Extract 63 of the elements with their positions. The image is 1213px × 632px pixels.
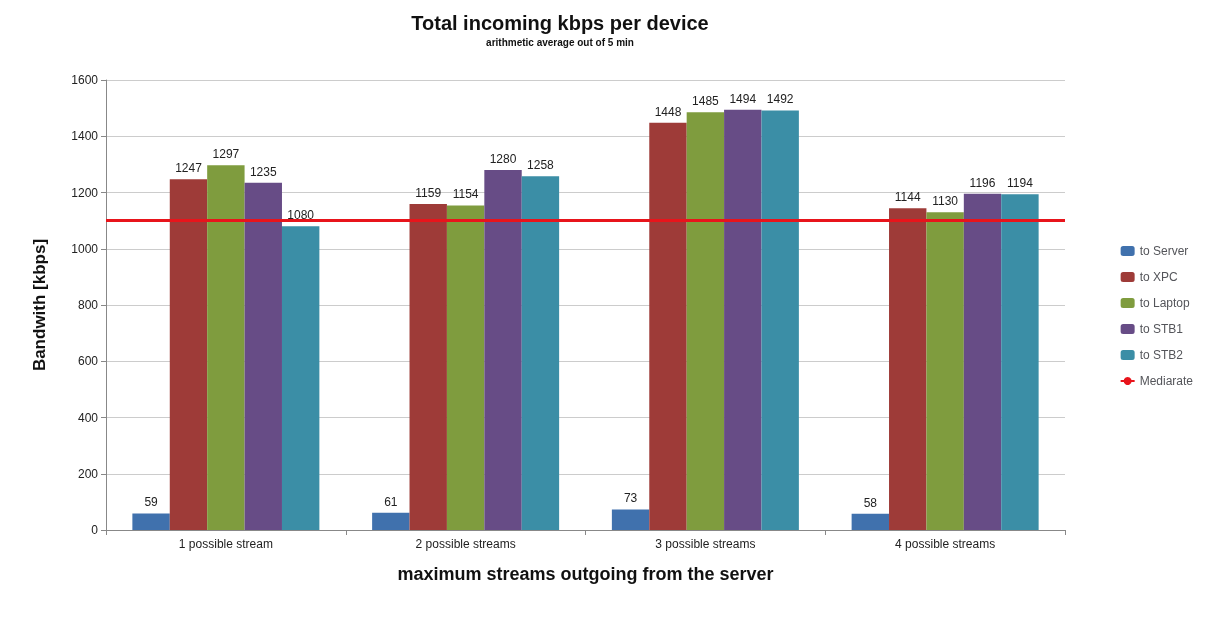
data-label: 1297 xyxy=(212,147,240,162)
data-label: 1494 xyxy=(729,91,757,106)
y-tick-label: 1000 xyxy=(71,241,99,256)
bar xyxy=(851,513,890,530)
bar xyxy=(649,122,687,530)
bar xyxy=(281,226,320,530)
data-label: 1080 xyxy=(287,208,315,223)
bar xyxy=(521,176,560,530)
x-tick-label: 2 possible streams xyxy=(415,537,516,551)
y-tick-label: 1400 xyxy=(71,129,99,144)
bar xyxy=(963,193,1002,530)
x-tick-label: 4 possible streams xyxy=(895,537,996,551)
bar xyxy=(724,109,762,530)
legend-label: Mediarate xyxy=(1139,374,1194,388)
legend-label: to STB1 xyxy=(1139,322,1184,336)
legend-label: to Laptop xyxy=(1139,296,1191,310)
data-label: 58 xyxy=(863,495,878,510)
data-label: 1154 xyxy=(452,187,479,202)
data-label: 1280 xyxy=(489,152,517,166)
bar xyxy=(484,170,522,530)
bar xyxy=(132,513,170,530)
data-label: 1159 xyxy=(415,186,442,201)
bar xyxy=(207,165,245,530)
data-label: 61 xyxy=(384,494,398,509)
bar xyxy=(1001,194,1039,530)
data-label: 1194 xyxy=(1007,176,1034,191)
x-tick-label: 3 possible streams xyxy=(655,537,756,551)
bar xyxy=(889,208,927,530)
bar xyxy=(446,205,485,530)
bar xyxy=(686,112,725,530)
bar xyxy=(611,509,650,530)
bar xyxy=(244,182,282,530)
bar xyxy=(409,204,447,530)
y-tick-label: 0 xyxy=(91,523,99,537)
y-tick-label: 400 xyxy=(77,410,99,425)
bar xyxy=(372,512,410,530)
data-label: 73 xyxy=(623,491,638,506)
legend-label: to STB2 xyxy=(1139,348,1184,362)
data-label: 1235 xyxy=(249,164,277,179)
data-label: 1130 xyxy=(932,194,959,209)
data-label: 1492 xyxy=(766,92,794,107)
y-tick-label: 1600 xyxy=(71,73,99,87)
x-tick-label: 1 possible stream xyxy=(178,537,273,551)
chart-subtitle: arithmetic average out of 5 min xyxy=(486,36,634,48)
data-label: 1258 xyxy=(527,158,555,173)
y-axis-title: Bandwith [kbps] xyxy=(30,238,49,372)
bar xyxy=(169,179,208,530)
data-label: 59 xyxy=(144,495,159,510)
data-label: 1448 xyxy=(654,104,682,119)
y-tick-label: 1200 xyxy=(71,185,99,200)
data-label: 1196 xyxy=(969,175,996,190)
x-axis-title: maximum streams outgoing from the server xyxy=(397,564,774,584)
legend-label: to Server xyxy=(1139,244,1189,258)
data-label: 1144 xyxy=(894,190,921,205)
legend-label: to XPC xyxy=(1139,270,1178,284)
y-tick-label: 600 xyxy=(77,354,99,369)
y-tick-label: 200 xyxy=(77,466,99,481)
bar xyxy=(761,110,799,530)
y-tick-label: 800 xyxy=(77,298,99,312)
bar xyxy=(926,212,964,530)
data-label: 1247 xyxy=(175,161,203,176)
chart-title: Total incoming kbps per device xyxy=(411,12,709,34)
data-label: 1485 xyxy=(692,94,720,109)
